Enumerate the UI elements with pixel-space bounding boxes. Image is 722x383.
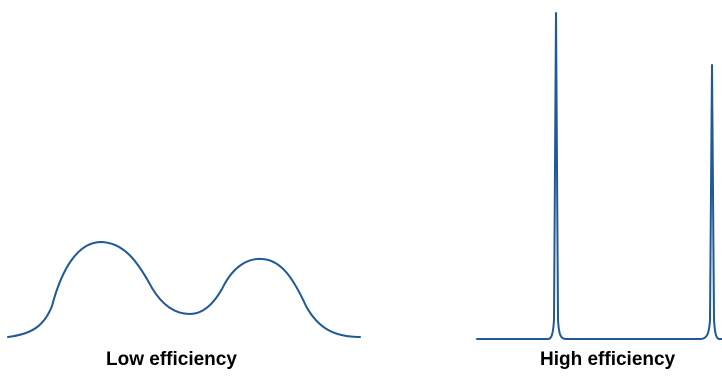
high-efficiency-label: High efficiency xyxy=(540,349,676,370)
low-efficiency-label: Low efficiency xyxy=(106,349,237,370)
high-efficiency-curve xyxy=(476,12,722,340)
low-efficiency-curve xyxy=(7,241,361,338)
